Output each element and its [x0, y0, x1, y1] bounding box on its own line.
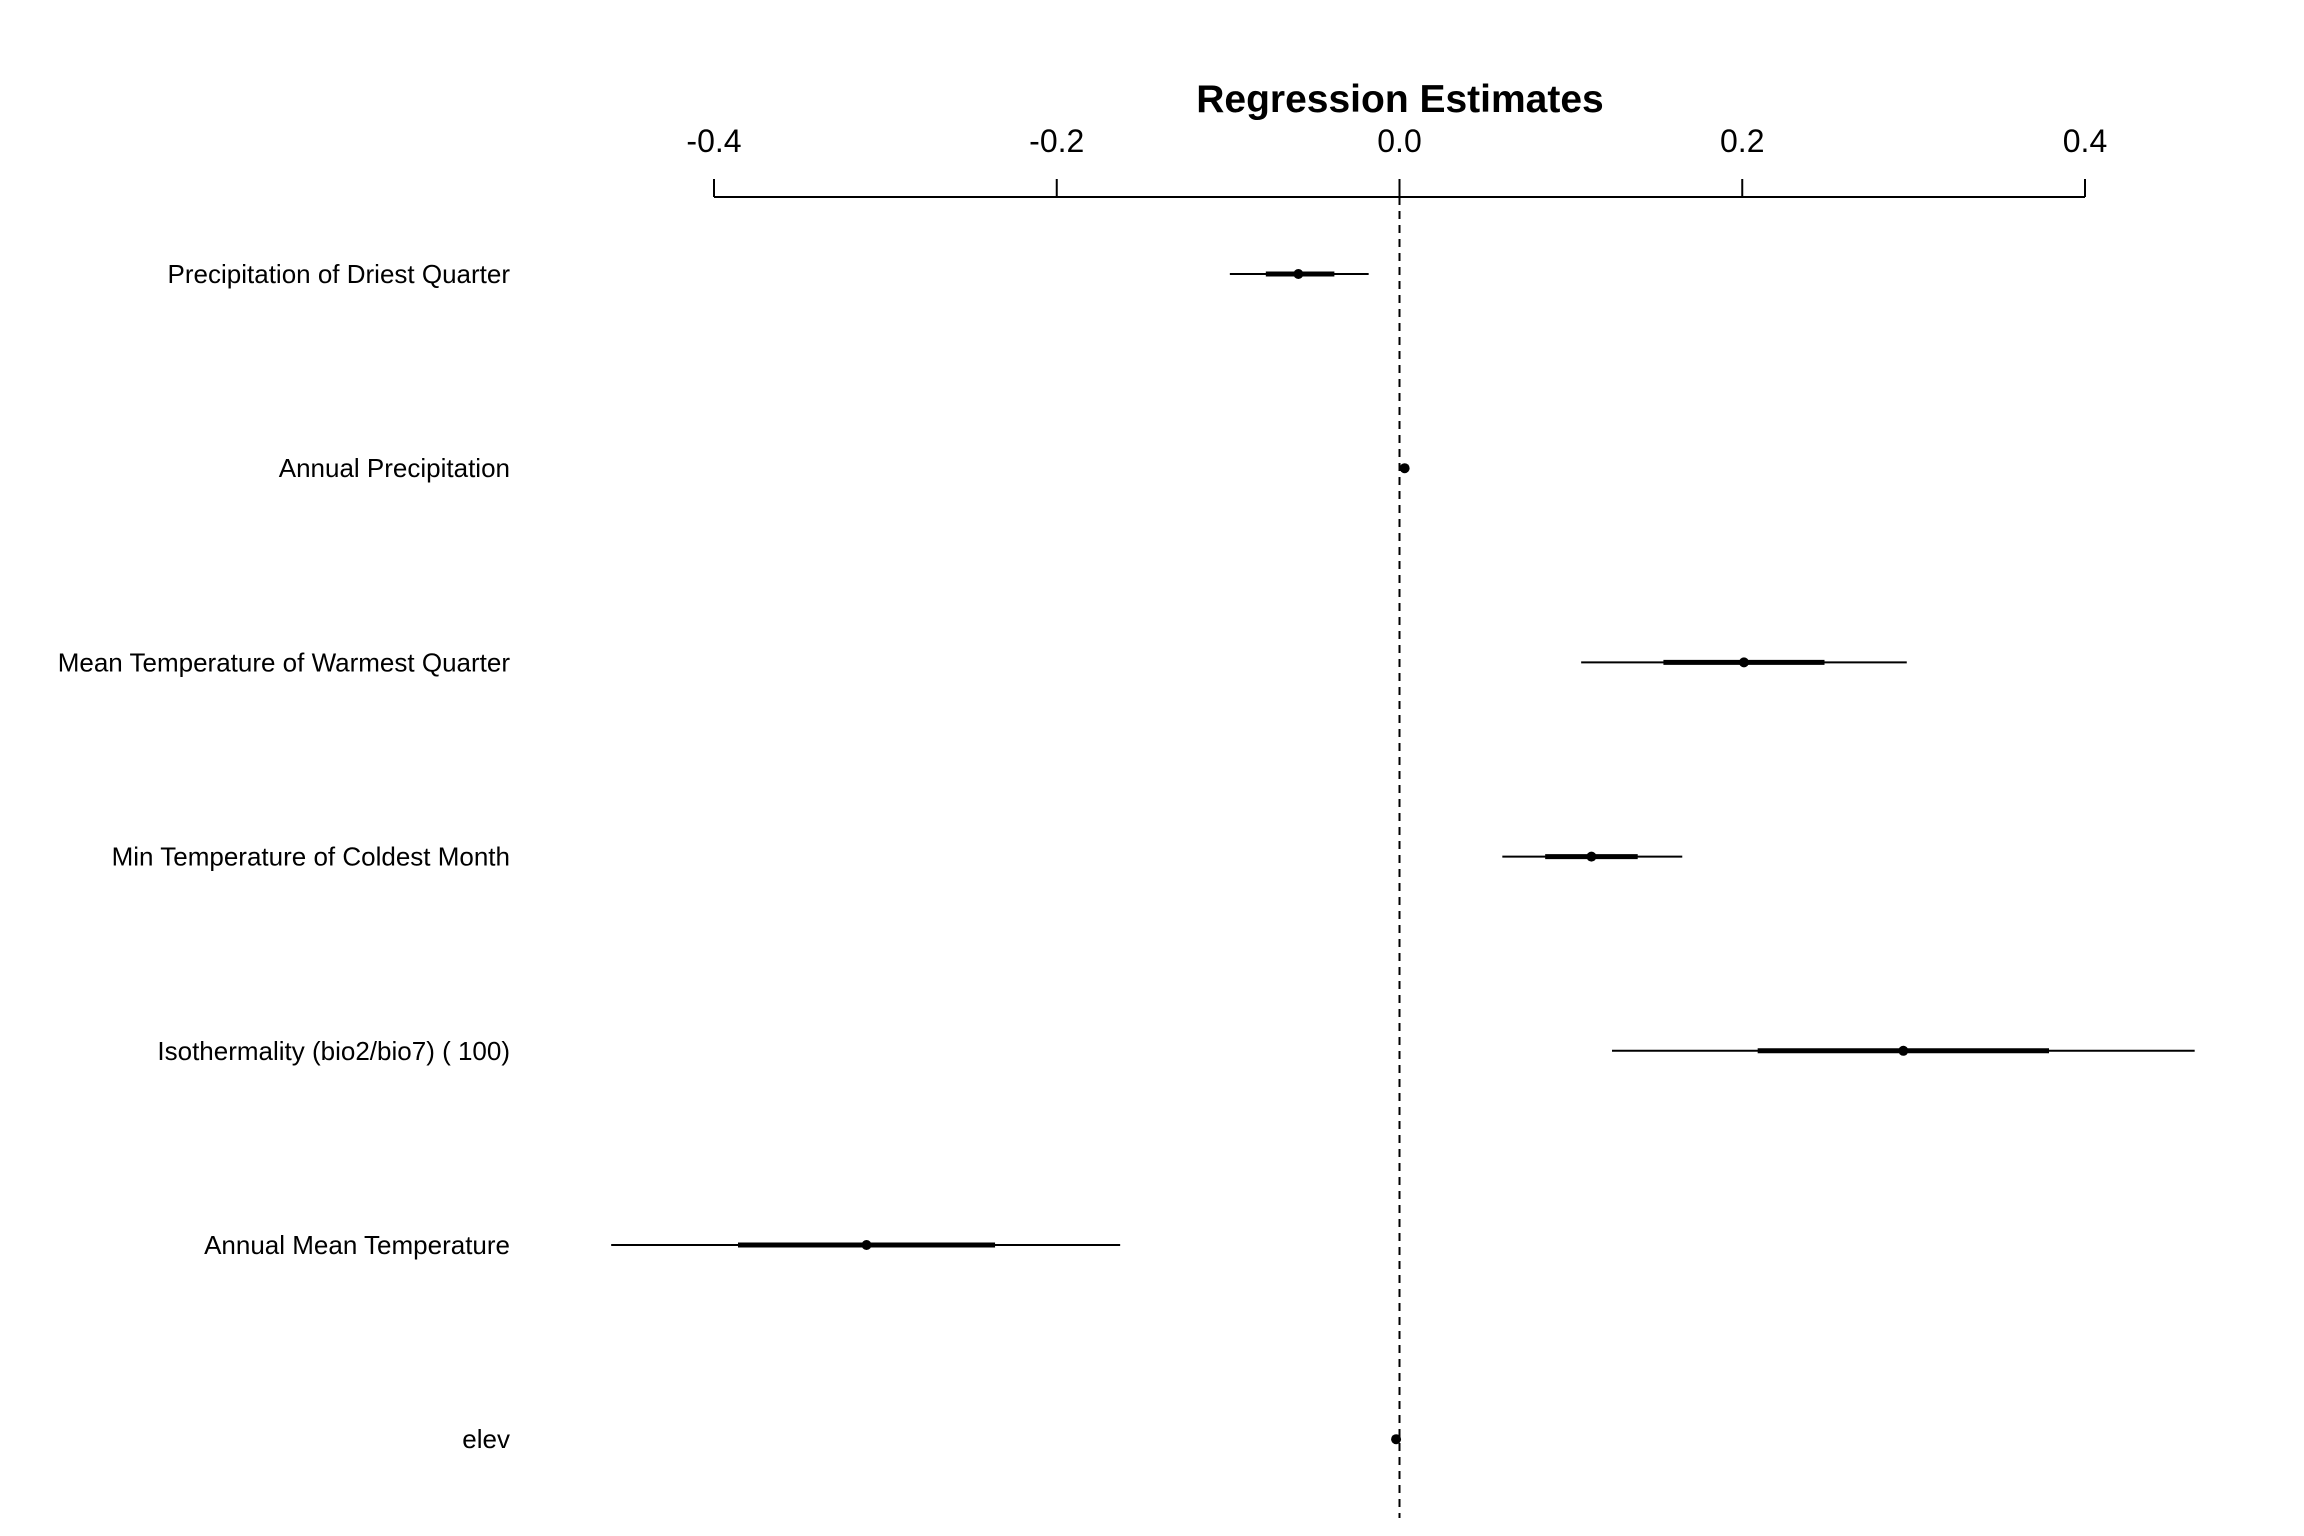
x-tick-label: 0.4	[2063, 123, 2107, 159]
estimate-point	[1391, 1434, 1402, 1445]
chart-title: Regression Estimates	[1196, 78, 1604, 121]
estimate-point	[861, 1240, 872, 1250]
estimate-point	[1586, 851, 1597, 862]
x-axis: -0.4 -0.2 0.0 0.2 0.4	[686, 123, 2107, 198]
estimate-point	[1293, 269, 1304, 279]
row-label: Precipitation of Driest Quarter	[168, 259, 511, 289]
coefficient-row: Isothermality (bio2/bio7) ( 100)	[157, 1036, 2195, 1066]
row-label: Annual Precipitation	[279, 453, 510, 483]
coefficient-row: elev	[462, 1424, 1402, 1454]
row-label: Isothermality (bio2/bio7) ( 100)	[157, 1036, 510, 1066]
x-tick-label: 0.2	[1720, 123, 1764, 159]
coefficient-rows: Precipitation of Driest Quarter Annual Pr…	[58, 259, 2195, 1454]
coefficient-row: Min Temperature of Coldest Month	[112, 842, 1683, 872]
row-label: Mean Temperature of Warmest Quarter	[58, 647, 511, 677]
estimate-point	[1738, 657, 1749, 668]
estimate-point	[1898, 1045, 1909, 1056]
coefficient-row: Precipitation of Driest Quarter	[168, 259, 1369, 289]
row-label: Annual Mean Temperature	[204, 1230, 510, 1260]
coefficient-row: Mean Temperature of Warmest Quarter	[58, 647, 1907, 677]
x-tick-label: 0.0	[1377, 123, 1421, 159]
coefficient-row: Annual Mean Temperature	[204, 1230, 1121, 1260]
x-tick-label: -0.2	[1029, 123, 1084, 159]
coefficient-row: Annual Precipitation	[279, 453, 1410, 483]
x-tick-label: -0.4	[686, 123, 741, 159]
row-label: Min Temperature of Coldest Month	[112, 842, 510, 872]
estimate-point	[1399, 463, 1410, 474]
row-label: elev	[462, 1424, 510, 1454]
